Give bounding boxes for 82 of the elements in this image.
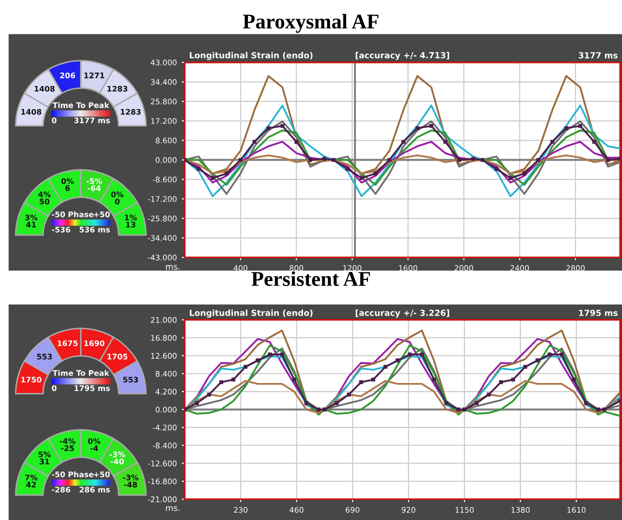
point [266, 126, 270, 130]
point [462, 408, 466, 412]
chart-subtitle: Longitudinal Strain (endo) [190, 52, 313, 60]
point [429, 124, 434, 128]
line-series [184, 380, 620, 414]
point [268, 352, 272, 356]
x-axis-title: ms. [166, 264, 180, 270]
point [511, 378, 516, 382]
point [294, 140, 298, 144]
point [196, 167, 201, 171]
point [522, 172, 526, 176]
line-series [184, 120, 620, 195]
point [280, 352, 284, 356]
point [457, 158, 462, 162]
chart-subtitle: Longitudinal Strain (endo) [190, 310, 313, 318]
point [471, 156, 476, 161]
point [420, 352, 424, 356]
point [316, 408, 320, 412]
point [536, 158, 540, 162]
point [322, 408, 327, 412]
point [474, 401, 479, 406]
point [334, 401, 339, 406]
point [443, 140, 448, 144]
point [486, 392, 491, 396]
chart-title: Paroxysmal AF [242, 14, 378, 33]
point [308, 158, 312, 162]
text: [accuracy +/- 4.713] [356, 52, 450, 60]
point [584, 401, 588, 406]
point [415, 126, 420, 130]
point [606, 158, 610, 162]
text: [accuracy +/- 3.226] [356, 310, 450, 318]
point [432, 378, 436, 382]
point [596, 408, 600, 412]
point [480, 158, 484, 162]
point [256, 358, 260, 362]
point [523, 364, 528, 369]
point [602, 408, 606, 412]
x-axis-title: ms. [166, 506, 180, 512]
point [346, 392, 351, 396]
point [564, 126, 568, 130]
point [224, 172, 229, 176]
point [550, 140, 554, 144]
point [396, 358, 400, 362]
point [280, 124, 284, 128]
line-series [184, 154, 620, 174]
point [494, 167, 498, 171]
point [374, 172, 378, 176]
point [194, 401, 199, 406]
point [244, 364, 248, 369]
point [548, 352, 552, 356]
point [383, 364, 388, 369]
point [292, 378, 296, 382]
point [560, 352, 564, 356]
point [535, 358, 540, 362]
point [408, 352, 412, 356]
text: 3177 ms [578, 52, 618, 58]
text: 1795 ms [579, 310, 618, 316]
point [304, 401, 308, 406]
point [238, 158, 242, 162]
point [371, 378, 376, 382]
point [592, 140, 596, 144]
point [252, 140, 256, 144]
point [322, 156, 326, 161]
line-series [184, 124, 620, 180]
point [231, 378, 236, 382]
point [346, 167, 350, 171]
point [499, 380, 503, 384]
point [359, 380, 364, 384]
point [207, 392, 212, 396]
point [210, 176, 215, 180]
point [219, 380, 224, 384]
point [578, 124, 582, 128]
line-series [184, 104, 620, 198]
point [360, 176, 364, 180]
point [401, 140, 406, 144]
point [456, 408, 460, 412]
point [444, 401, 448, 406]
point [388, 158, 392, 162]
chart-title: Persistent AF [251, 271, 370, 286]
point [332, 158, 336, 162]
point [572, 378, 576, 382]
point [508, 176, 512, 180]
